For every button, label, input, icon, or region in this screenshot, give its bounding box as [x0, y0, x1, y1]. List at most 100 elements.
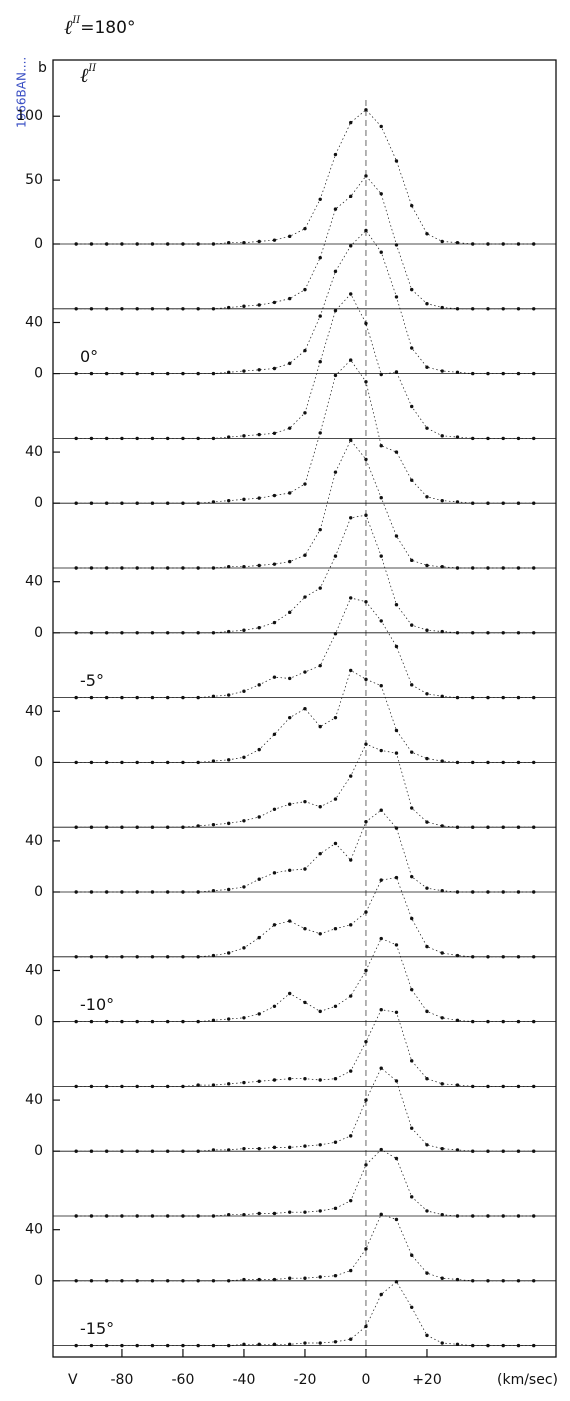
profile-point — [288, 1210, 292, 1214]
profile-point — [364, 1324, 368, 1329]
profile-point — [486, 695, 490, 700]
profile-line — [76, 597, 534, 698]
profile-point — [104, 1084, 109, 1089]
profile-point — [364, 457, 368, 462]
profile-point — [104, 695, 109, 700]
profile-point — [196, 1019, 200, 1024]
profile-point — [165, 1149, 170, 1153]
latitude-label: 0° — [80, 347, 98, 366]
profile-point — [303, 1276, 307, 1280]
profile-point — [333, 554, 338, 558]
profile-point — [288, 491, 292, 495]
profile-point — [333, 308, 338, 313]
x-tick-label: -20 — [294, 1372, 317, 1388]
profile-point — [74, 955, 78, 959]
profile-point — [288, 610, 292, 615]
profile-point — [379, 1147, 383, 1152]
chart-title: ℓII=180° — [64, 15, 135, 39]
profile-point — [165, 501, 170, 505]
profile-point — [486, 371, 490, 376]
profile-point — [455, 631, 460, 635]
profile-point — [135, 890, 139, 894]
profile-point — [288, 1342, 292, 1347]
profile-point — [349, 596, 353, 600]
profile-point — [104, 825, 109, 829]
profile-point — [150, 307, 155, 311]
profile-point — [318, 1209, 322, 1213]
profile-point — [425, 1143, 429, 1147]
profile-point — [379, 878, 383, 882]
profile-point — [516, 1019, 521, 1024]
profile-point — [318, 360, 322, 364]
profile-point — [349, 1268, 353, 1273]
profile-point — [288, 868, 292, 872]
profile-point — [150, 695, 155, 700]
profile-point — [318, 663, 322, 668]
profile-point — [288, 426, 292, 430]
profile-point — [150, 501, 155, 505]
x-axis-label-left: V — [68, 1372, 78, 1388]
profile-point — [455, 825, 460, 829]
profile-point — [135, 1279, 139, 1283]
profile-point — [104, 307, 109, 311]
profile-point — [226, 241, 231, 245]
profile-point — [364, 600, 368, 604]
profile-point — [318, 932, 322, 936]
profile-point — [165, 1343, 170, 1348]
profile-point — [135, 955, 139, 959]
profile-point — [410, 750, 414, 754]
profile-point — [333, 152, 338, 157]
profile-point — [410, 404, 414, 409]
profile-point — [486, 1149, 490, 1153]
profile-point — [303, 1144, 307, 1148]
profile-point — [303, 707, 307, 711]
profile-point — [242, 1146, 246, 1151]
profile-point — [425, 301, 429, 306]
profile-point — [379, 444, 383, 448]
profile-point — [196, 890, 200, 894]
profile-point — [120, 307, 124, 311]
profile-point — [120, 242, 124, 246]
profile-point — [257, 239, 261, 244]
profile-point — [303, 926, 307, 931]
profile-point — [120, 566, 124, 570]
profile-point — [196, 631, 200, 635]
profile-point — [257, 747, 261, 752]
profile-point — [516, 1149, 521, 1153]
profile-point — [74, 501, 78, 505]
y-tick-label: 0 — [34, 1143, 43, 1159]
profile-point — [516, 1343, 521, 1348]
profile-point — [89, 1214, 94, 1218]
profile-point — [410, 1059, 414, 1063]
profile-point — [410, 478, 414, 482]
profile-point — [410, 287, 414, 292]
profile-point — [455, 1342, 460, 1347]
profile-point — [333, 632, 338, 636]
profile-point — [104, 371, 109, 376]
profile-point — [501, 1279, 505, 1283]
profile-point — [394, 875, 399, 880]
profile-point — [104, 760, 109, 765]
y-tick-label: 0 — [34, 236, 43, 252]
y-tick-label: 0 — [34, 366, 43, 382]
corner-superscript: II — [87, 63, 97, 74]
profile-point — [89, 1343, 94, 1348]
profile-line — [76, 877, 534, 958]
profile-point — [364, 1247, 368, 1251]
profile-point — [272, 620, 277, 625]
profile-point — [440, 759, 444, 763]
profile-point — [74, 1279, 78, 1283]
profile-point — [349, 194, 353, 199]
profile-point — [242, 369, 246, 373]
profile-point — [74, 566, 78, 570]
profile-point — [379, 1066, 383, 1070]
profile-point — [89, 501, 94, 505]
profile-point — [394, 295, 399, 299]
profile-point — [74, 436, 78, 441]
profile-point — [516, 760, 521, 765]
profile-point — [440, 1016, 444, 1020]
profile-point — [501, 890, 505, 894]
profile-point — [516, 307, 521, 311]
latitude-label: -5° — [80, 671, 104, 690]
profile-point — [410, 916, 414, 921]
